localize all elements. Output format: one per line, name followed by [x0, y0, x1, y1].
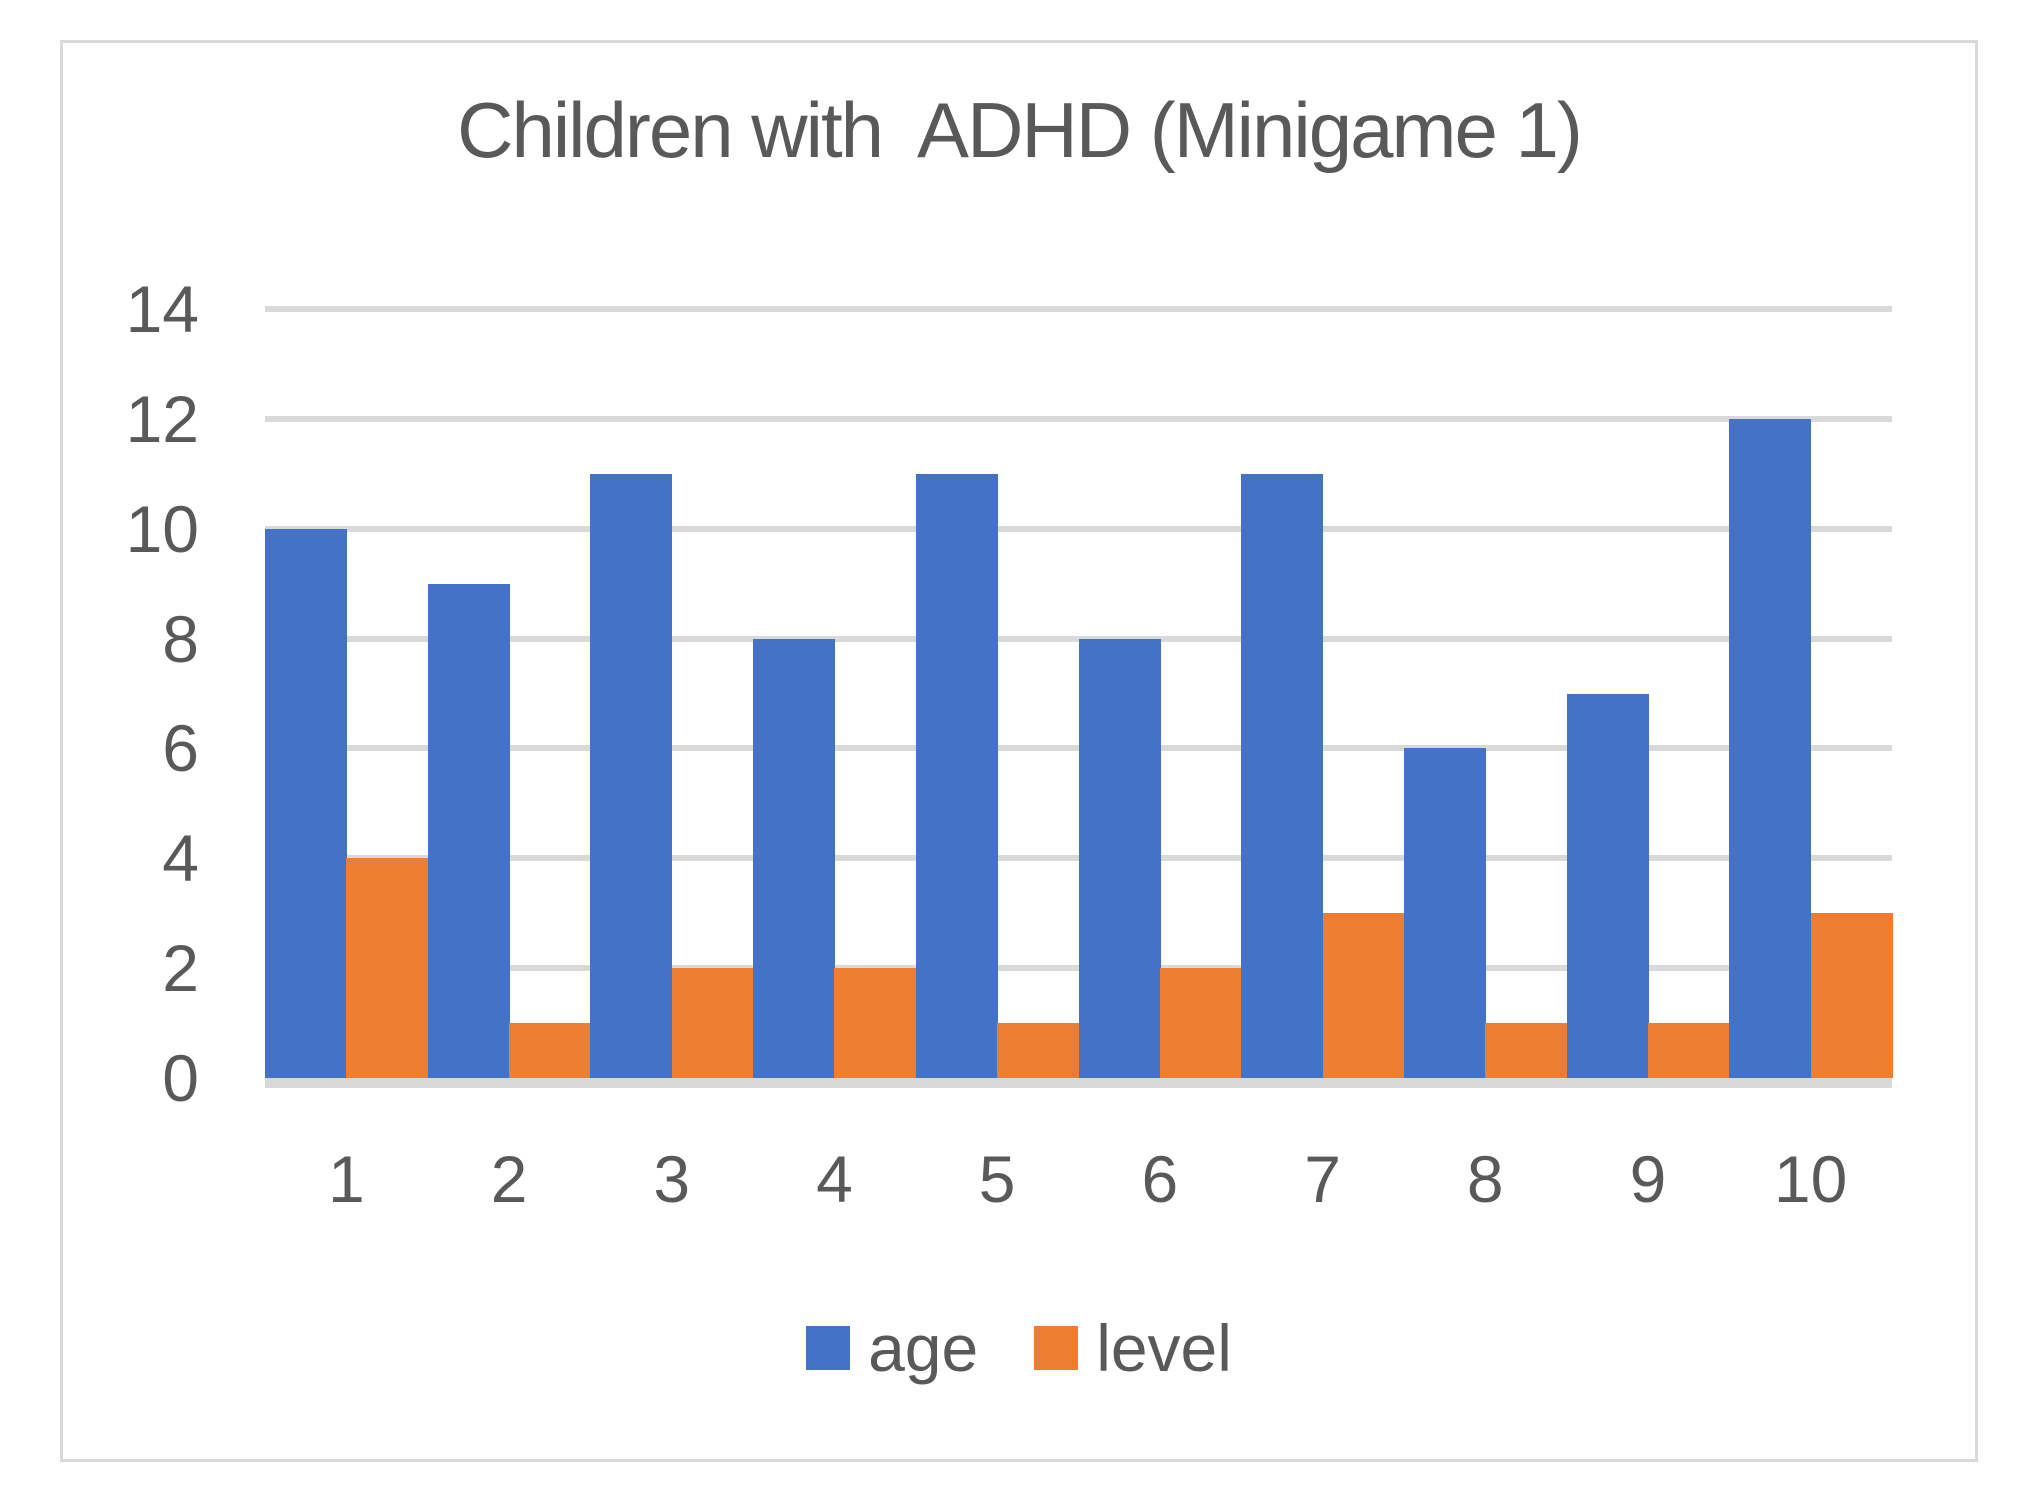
bar-level-cat6	[1159, 968, 1242, 1078]
bar-age-cat1	[265, 528, 347, 1078]
y-tick-label-4: 4	[162, 821, 199, 896]
x-tick-label-5: 5	[978, 1142, 1016, 1216]
x-tick-label-7: 7	[1304, 1142, 1341, 1216]
chart-frame: Children with ADHD (Minigame 1) 0 2 4 6 8 10 1…	[60, 40, 1978, 1462]
legend-item-level: level	[1034, 1315, 1232, 1381]
y-tick-label-10: 10	[125, 491, 199, 566]
y-tick-label-12: 12	[125, 381, 199, 456]
x-tick-label-3: 3	[653, 1142, 691, 1216]
gridline-y-14	[265, 306, 1892, 312]
bar-age-cat7	[1241, 473, 1324, 1078]
bar-level-cat10	[1810, 913, 1893, 1078]
y-tick-label-2: 2	[162, 931, 199, 1006]
bar-age-cat8	[1403, 748, 1486, 1078]
y-tick-label-6: 6	[162, 711, 199, 786]
bar-age-cat5	[915, 473, 998, 1078]
legend: age level	[63, 1315, 1975, 1381]
bar-level-cat5	[997, 1023, 1080, 1078]
x-tick-label-2: 2	[490, 1142, 528, 1216]
legend-item-age: age	[806, 1315, 978, 1381]
x-tick-label-8: 8	[1466, 1142, 1504, 1216]
bar-age-cat3	[590, 473, 673, 1078]
bar-level-cat7	[1322, 913, 1405, 1078]
legend-swatch-level	[1034, 1326, 1079, 1370]
bar-age-cat9	[1566, 693, 1649, 1078]
chart-title: Children with ADHD (Minigame 1)	[457, 86, 1583, 174]
legend-label-age: age	[868, 1311, 979, 1385]
bar-level-cat1	[346, 858, 429, 1078]
x-tick-label-1: 1	[327, 1142, 365, 1216]
y-tick-label-0: 0	[162, 1041, 199, 1115]
bar-level-cat9	[1647, 1023, 1730, 1078]
x-tick-label-6: 6	[1141, 1142, 1179, 1216]
legend-label-level: level	[1096, 1311, 1232, 1385]
gridline-y-12	[265, 415, 1892, 422]
bar-age-cat10	[1729, 418, 1812, 1078]
x-axis-line	[265, 1078, 1892, 1088]
bar-level-cat4	[834, 968, 917, 1078]
x-tick-label-4: 4	[816, 1142, 853, 1216]
y-tick-label-14: 14	[125, 272, 199, 346]
bar-age-cat6	[1078, 638, 1161, 1078]
x-tick-label-9: 9	[1629, 1142, 1667, 1216]
legend-swatch-age	[806, 1326, 851, 1370]
bar-level-cat2	[509, 1023, 592, 1078]
bar-age-cat4	[753, 638, 836, 1078]
bar-age-cat2	[427, 583, 510, 1078]
bar-level-cat3	[671, 968, 754, 1078]
x-tick-label-10: 10	[1773, 1142, 1848, 1216]
bar-level-cat8	[1485, 1023, 1568, 1078]
gridline-y-10	[265, 525, 1892, 532]
y-tick-label-8: 8	[162, 601, 199, 676]
